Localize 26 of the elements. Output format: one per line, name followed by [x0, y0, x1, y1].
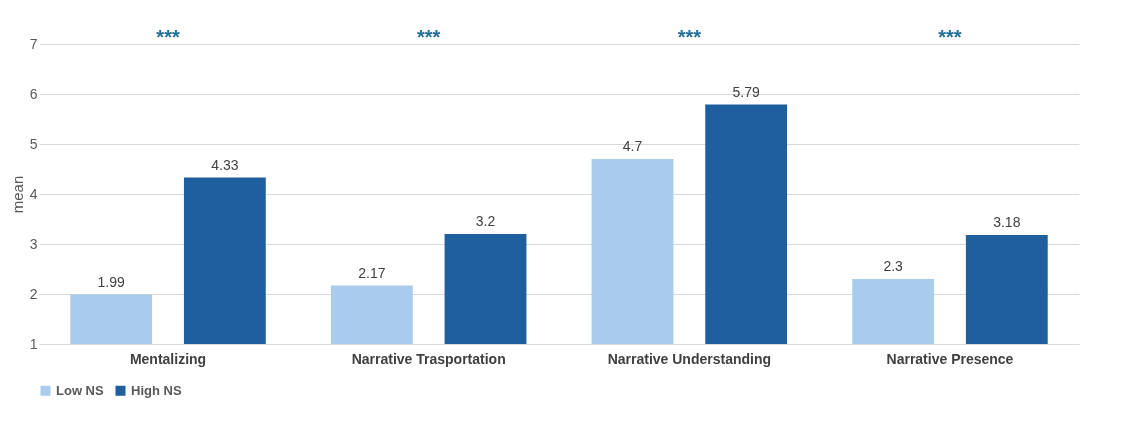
x-tick-label: Narrative Presence	[886, 350, 1014, 367]
y-tick-label: 1	[29, 335, 38, 352]
annotation: ***	[938, 26, 962, 48]
y-axis-title: mean	[8, 175, 26, 214]
data-label: 5.79	[732, 83, 760, 100]
y-tick-label: 2	[29, 285, 38, 302]
legend-label: High NS	[131, 382, 182, 398]
y-tick-label: 4	[29, 185, 38, 202]
y-tick-label: 3	[29, 235, 38, 252]
data-label: 1.99	[97, 273, 126, 290]
y-tick-label: 7	[29, 35, 38, 52]
legend-label: Low NS	[56, 382, 104, 398]
data-label: 3.2	[475, 213, 496, 229]
data-label: 4.7	[622, 138, 643, 154]
data-label: 3.18	[993, 214, 1021, 230]
data-label: 2.17	[358, 264, 386, 281]
x-tick-label: Mentalizing	[129, 350, 207, 367]
annotation: ***	[416, 26, 441, 48]
data-label: 2.3	[883, 258, 904, 274]
y-tick-label: 6	[29, 85, 38, 102]
x-tick-label: Narrative Trasportation	[351, 350, 506, 367]
annotation: ***	[677, 26, 702, 48]
annotation: ***	[156, 26, 180, 48]
y-tick-label: 5	[29, 135, 38, 152]
data-label: 4.33	[211, 156, 239, 173]
x-tick-label: Narrative Understanding	[607, 350, 772, 367]
